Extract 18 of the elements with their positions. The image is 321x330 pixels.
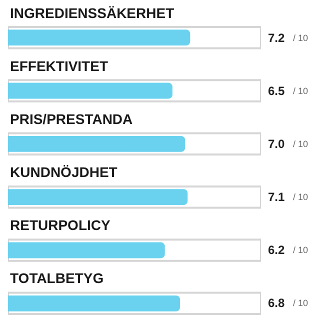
y-tick-label: EFFEKTIVITET (10, 58, 108, 74)
y-tick-label: KUNDNÖJDHET (10, 164, 118, 180)
text: / 10 (293, 139, 308, 149)
y-tick-label: PRIS/PRESTANDA (10, 111, 133, 127)
text: / 10 (293, 245, 308, 255)
data-label: 7.0 (268, 137, 286, 151)
data-label: 7.1 (268, 190, 286, 204)
data-label: 6.8 (268, 296, 286, 310)
text: / 10 (293, 192, 308, 202)
y-tick-label: RETURPOLICY (10, 217, 111, 233)
data-label: 6.2 (268, 243, 286, 257)
y-tick-label: TOTALBETYG (10, 270, 104, 286)
text: / 10 (293, 86, 308, 96)
y-tick-label: INGREDIENSSÄKERHET (10, 5, 175, 21)
data-label: 6.5 (268, 84, 286, 98)
text: / 10 (293, 33, 308, 43)
data-label: 7.2 (268, 31, 286, 45)
text: / 10 (293, 298, 308, 308)
